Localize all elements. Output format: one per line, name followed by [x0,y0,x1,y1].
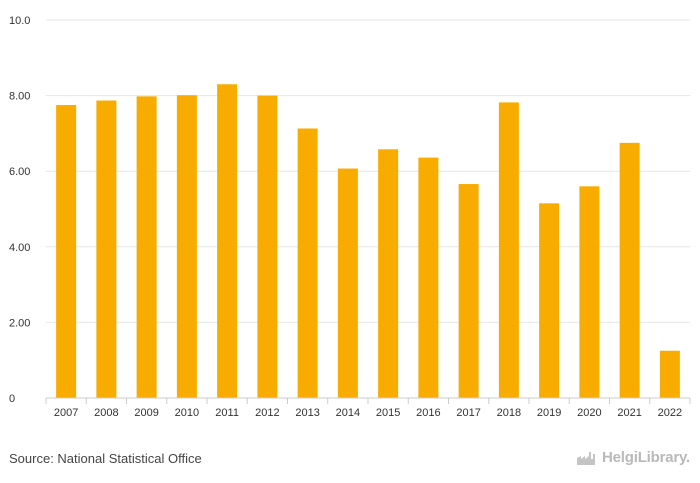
x-tick-label: 2017 [456,407,480,419]
bar-2015[interactable] [378,149,399,398]
factory-icon [577,451,596,465]
bar-2008[interactable] [96,100,117,398]
x-tick-label: 2011 [215,407,239,419]
bar-2009[interactable] [136,96,157,398]
bar-2013[interactable] [297,128,318,398]
x-tick-label: 2008 [94,407,118,419]
x-tick-label: 2019 [537,407,561,419]
x-tick-label: 2013 [295,407,319,419]
x-tick-label: 2009 [134,407,158,419]
x-tick-label: 2022 [658,407,682,419]
bar-2007[interactable] [56,105,77,399]
y-tick-label: 8.00 [9,91,30,103]
x-tick-label: 2007 [54,407,78,419]
brand-name: HelgiLibrary. [602,449,690,466]
x-tick-label: 2015 [376,407,400,419]
y-tick-label: 6.00 [9,166,30,178]
bar-2022[interactable] [659,350,680,398]
bar-2017[interactable] [458,184,479,398]
bar-2010[interactable] [176,95,197,399]
bar-2018[interactable] [498,102,519,399]
x-tick-label: 2010 [175,407,199,419]
brand-logo[interactable]: HelgiLibrary. [576,449,690,466]
x-tick-label: 2016 [416,407,440,419]
bars [56,84,680,399]
y-axis-ticks: 0 2.00 4.00 6.00 8.00 10.0 [9,15,30,405]
bar-2020[interactable] [579,186,600,398]
x-axis-ticks: 2007 2008 2009 2010 2011 2012 2013 2014 2015 2016… [45,398,691,419]
bar-2019[interactable] [539,203,560,398]
bar-2014[interactable] [337,168,358,398]
y-tick-label: 10.0 [9,15,30,27]
x-tick-label: 2020 [577,407,601,419]
bar-2016[interactable] [418,157,439,398]
x-tick-label: 2012 [255,407,279,419]
y-tick-label: 2.00 [9,317,30,329]
x-tick-label: 2018 [497,407,521,419]
bar-2011[interactable] [217,84,238,398]
y-tick-label: 0 [9,393,15,405]
y-tick-label: 4.00 [9,242,30,254]
source-note: Source: National Statistical Office [9,451,202,466]
x-tick-label: 2014 [336,407,360,419]
bar-2021[interactable] [619,142,640,398]
x-tick-label: 2021 [617,407,641,419]
bar-2012[interactable] [257,95,278,398]
